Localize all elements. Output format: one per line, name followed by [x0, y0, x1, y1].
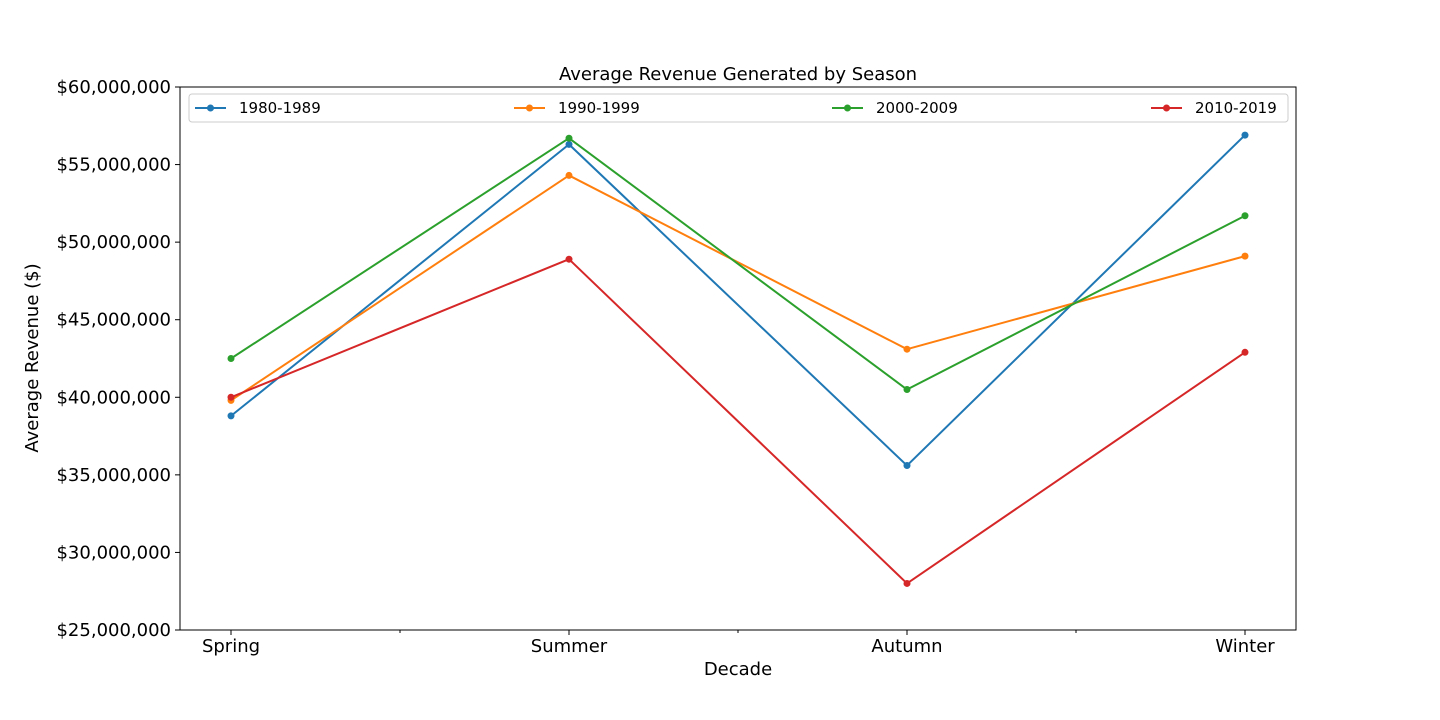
series-line — [230, 137, 1246, 391]
y-tick-label: $30,000,000 — [56, 542, 171, 563]
legend-label: 2010-2019 — [1195, 99, 1277, 117]
y-axis-label: Average Revenue ($) — [22, 263, 43, 452]
data-point — [1241, 348, 1249, 356]
series-line — [230, 134, 1246, 467]
y-tick-label: $60,000,000 — [56, 77, 171, 98]
data-point — [565, 171, 573, 179]
x-tick-label: Autumn — [871, 636, 942, 657]
legend-label: 1980-1989 — [239, 99, 321, 117]
y-tick-label: $50,000,000 — [56, 232, 171, 253]
data-point — [565, 140, 573, 148]
data-point — [903, 386, 911, 394]
legend-marker — [207, 104, 214, 112]
data-point — [227, 355, 235, 362]
data-point — [903, 579, 911, 587]
legend-label: 2000-2009 — [876, 99, 958, 117]
legend-marker — [844, 104, 851, 112]
data-point — [1241, 131, 1249, 139]
series-2000-2009 — [227, 134, 1249, 394]
legend-marker — [1163, 104, 1170, 112]
x-tick-label: Winter — [1215, 636, 1275, 657]
legend-marker — [526, 104, 533, 112]
chart-title: Average Revenue Generated by Season — [559, 64, 917, 85]
series-1990-1999 — [227, 171, 1249, 404]
x-axis: Spring Summer Autumn Winter — [202, 630, 1275, 657]
data-point — [227, 412, 235, 420]
y-tick-label: $25,000,000 — [56, 620, 171, 641]
series-layer — [227, 131, 1249, 587]
y-tick-label: $45,000,000 — [56, 310, 171, 331]
legend-label: 1990-1999 — [558, 99, 640, 117]
y-axis: $25,000,000 $30,000,000 $35,000,000 $40,000… — [56, 77, 180, 641]
series-line — [230, 258, 1246, 585]
data-point — [1241, 252, 1249, 260]
series-2010-2019 — [227, 255, 1249, 587]
data-point — [565, 255, 573, 263]
y-tick-label: $40,000,000 — [56, 387, 171, 408]
data-point — [227, 393, 235, 401]
x-axis-label: Decade — [704, 659, 772, 680]
series-line — [230, 174, 1246, 402]
y-tick-label: $55,000,000 — [56, 155, 171, 176]
data-point — [565, 134, 573, 142]
legend-entry: 1980-1989 — [195, 99, 321, 117]
data-point — [903, 462, 911, 470]
x-tick-label: Spring — [202, 636, 260, 657]
legend-box — [188, 93, 1289, 123]
legend-entry: 1990-1999 — [514, 99, 640, 117]
data-point — [1241, 212, 1249, 220]
x-tick-label: Summer — [531, 636, 608, 657]
plot-area — [179, 86, 1297, 631]
data-point — [903, 345, 911, 353]
series-1980-1989 — [227, 131, 1249, 470]
legend-entry: 2010-2019 — [1151, 99, 1277, 117]
legend-entry: 2000-2009 — [832, 99, 958, 117]
y-tick-label: $35,000,000 — [56, 465, 171, 486]
legend: 1980-1989 1990-1999 2000-2009 2010-2019 — [188, 93, 1289, 123]
